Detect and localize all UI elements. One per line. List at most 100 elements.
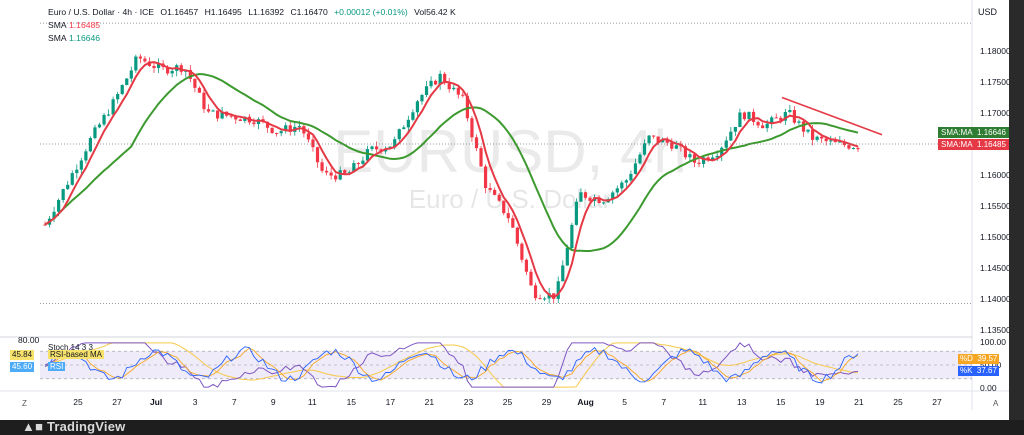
- sma-fast-badge: SMA:MA 1.16485: [938, 139, 1009, 150]
- candle-body: [465, 95, 469, 119]
- candle-body: [747, 111, 751, 120]
- candle-body: [665, 139, 669, 143]
- volume-value: Vol56.42 K: [414, 7, 456, 17]
- candle-body: [474, 137, 479, 149]
- candle-body: [638, 154, 642, 164]
- x-tick-label: 3: [193, 397, 198, 407]
- candle-body: [806, 129, 810, 132]
- candle-body: [679, 145, 683, 147]
- rsi-label: RSI: [48, 362, 66, 371]
- auto-scale-button[interactable]: A: [993, 399, 999, 408]
- candle-body: [125, 78, 129, 86]
- candle-body: [815, 136, 819, 140]
- candle-body: [856, 148, 860, 150]
- close-value: C1.16470: [290, 7, 328, 17]
- y-tick-label: 1.13500: [980, 325, 1011, 335]
- candle-body: [61, 189, 65, 201]
- y-tick-label: 1.16000: [980, 170, 1011, 180]
- x-tick-label: 11: [698, 397, 707, 407]
- candle-body: [229, 115, 233, 117]
- candle-body: [842, 141, 846, 146]
- candle-body: [97, 124, 102, 128]
- candle-body: [365, 149, 370, 161]
- candle-body: [120, 85, 124, 95]
- candle-body: [801, 121, 806, 132]
- candle-body: [461, 94, 465, 96]
- candle-body: [424, 86, 429, 95]
- candle-body: [756, 121, 760, 126]
- x-tick-label: 11: [308, 397, 317, 407]
- candle-body: [84, 151, 88, 161]
- watermark-ticker: EURUSD, 4h: [333, 118, 686, 185]
- x-tick-label: 21: [854, 397, 864, 407]
- candle-body: [79, 160, 83, 170]
- y-tick-label: 1.17000: [980, 108, 1011, 118]
- candle-body: [306, 133, 311, 140]
- candle-body: [279, 131, 283, 134]
- candle-body: [406, 119, 410, 128]
- candle-body: [329, 172, 333, 176]
- candle-body: [833, 140, 837, 143]
- y-tick-label: 1.15500: [980, 201, 1011, 211]
- candle-body: [338, 170, 342, 180]
- candle-body: [652, 135, 656, 137]
- candle-body: [106, 114, 111, 116]
- x-tick-label: 19: [815, 397, 825, 407]
- x-tick-label: 23: [464, 397, 474, 407]
- x-tick-label: 25: [893, 397, 903, 407]
- candle-body: [197, 87, 202, 93]
- sma-slow-legend[interactable]: SMA 1.16646: [48, 33, 101, 43]
- candle-body: [515, 227, 519, 244]
- candle-body: [552, 293, 556, 299]
- candle-body: [134, 56, 138, 71]
- candle-body: [670, 142, 674, 149]
- candle-body: [765, 123, 769, 129]
- candle-body: [629, 173, 633, 181]
- candle-body: [570, 224, 574, 249]
- candle-body: [488, 188, 492, 190]
- candle-body: [483, 166, 488, 189]
- candle-body: [633, 163, 638, 174]
- candle-body: [456, 87, 460, 95]
- candle-body: [565, 248, 569, 266]
- candle-body: [620, 182, 624, 189]
- side-scrollbar[interactable]: [1009, 0, 1024, 435]
- candle-body: [820, 136, 824, 139]
- symbol-title[interactable]: Euro / U.S. Dollar · 4h · ICE: [48, 7, 155, 17]
- candle-body: [533, 285, 538, 299]
- candle-body: [43, 224, 47, 226]
- candle-body: [829, 140, 833, 142]
- stoch-d-badge: %D 39.57: [958, 354, 1000, 364]
- candle-body: [720, 147, 724, 156]
- candle-body: [143, 58, 147, 62]
- y-tick-label: 1.14500: [980, 263, 1011, 273]
- candle-body: [193, 78, 197, 88]
- candle-body: [70, 173, 74, 185]
- sma-fast-legend[interactable]: SMA 1.16485: [48, 20, 101, 30]
- candle-body: [683, 146, 688, 158]
- candle-body: [493, 189, 497, 195]
- osc-tick-label: 80.00: [18, 335, 40, 345]
- candle-body: [779, 117, 783, 121]
- x-tick-label: 25: [73, 397, 83, 407]
- candle-body: [324, 170, 329, 173]
- candle-body: [415, 101, 420, 113]
- candle-body: [220, 111, 224, 119]
- stoch-legend[interactable]: Stoch 14 3 3: [48, 343, 93, 352]
- currency-label[interactable]: USD: [978, 7, 998, 17]
- candle-body: [711, 157, 715, 160]
- candle-body: [75, 169, 79, 174]
- x-tick-label: Aug: [577, 397, 594, 407]
- timezone-icon[interactable]: Z: [22, 399, 27, 408]
- candle-body: [238, 119, 242, 121]
- candle-body: [211, 110, 215, 112]
- candle-body: [783, 112, 787, 121]
- candle-body: [361, 160, 365, 164]
- candle-body: [742, 112, 747, 120]
- high-value: H1.16495: [204, 7, 242, 17]
- x-tick-label: 13: [737, 397, 747, 407]
- sma-slow-line: [44, 72, 859, 252]
- candle-body: [674, 145, 678, 149]
